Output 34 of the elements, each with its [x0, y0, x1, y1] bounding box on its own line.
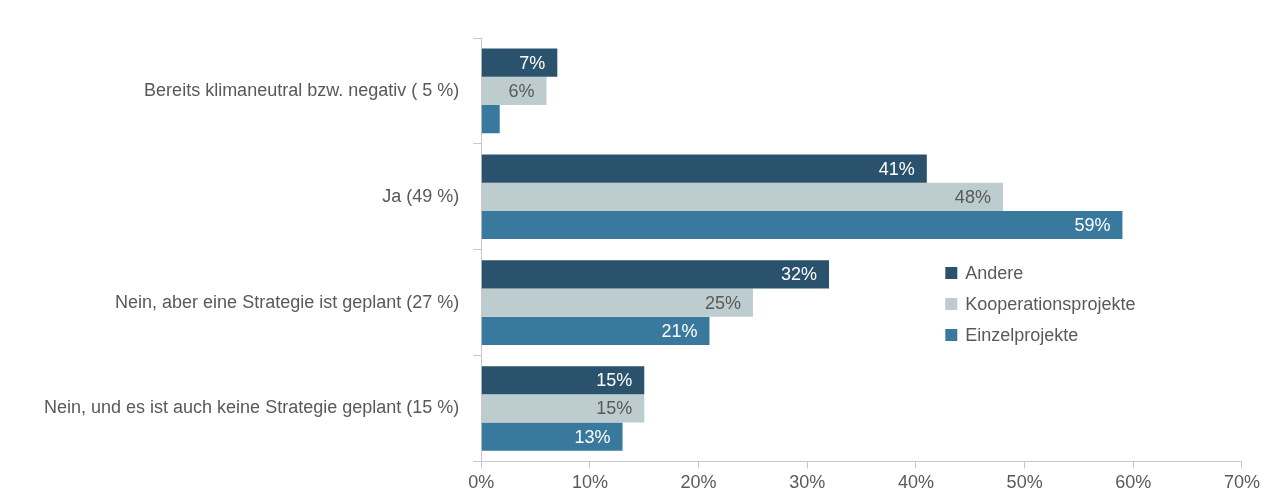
data-label: 7%	[519, 52, 546, 73]
bar	[481, 105, 500, 134]
bar	[481, 260, 830, 289]
legend-label: Kooperationsprojekte	[965, 293, 1136, 314]
x-tick-label: 30%	[789, 472, 826, 493]
bar	[481, 366, 645, 395]
x-tick-label: 70%	[1223, 472, 1260, 493]
x-tick-label: 50%	[1006, 472, 1043, 493]
x-tick-label: 10%	[571, 472, 608, 493]
data-label: 59%	[1074, 214, 1111, 235]
bar	[481, 210, 1123, 240]
y-tick-label: Nein, und es ist auch keine Strategie geplant (15 %)	[44, 397, 460, 418]
x-tick-label: 40%	[897, 472, 934, 493]
x-tick-label: 20%	[680, 472, 717, 493]
data-label: 25%	[704, 292, 741, 313]
data-label: 32%	[780, 264, 818, 285]
bar	[481, 316, 710, 345]
x-tick-label: 60%	[1115, 472, 1152, 493]
data-label: 41%	[878, 158, 915, 179]
data-label: 15%	[596, 398, 633, 419]
bar	[481, 154, 927, 183]
data-label: 13%	[574, 426, 611, 447]
data-label: 48%	[954, 186, 991, 207]
legend-label: Einzelprojekte	[965, 324, 1079, 345]
legend-label: Andere	[965, 262, 1024, 283]
y-tick-label: Bereits klimaneutral bzw. negativ ( 5 %)	[144, 79, 460, 100]
bar	[481, 422, 623, 451]
y-tick-label: Ja (49 %)	[382, 185, 460, 206]
x-tick-label: 0%	[468, 472, 495, 493]
data-label: 21%	[661, 320, 698, 341]
y-tick-label: Nein, aber eine Strategie ist geplant (27 %)	[115, 291, 460, 312]
data-label: 6%	[508, 80, 535, 101]
bar	[481, 48, 558, 77]
data-label: 15%	[596, 370, 633, 391]
